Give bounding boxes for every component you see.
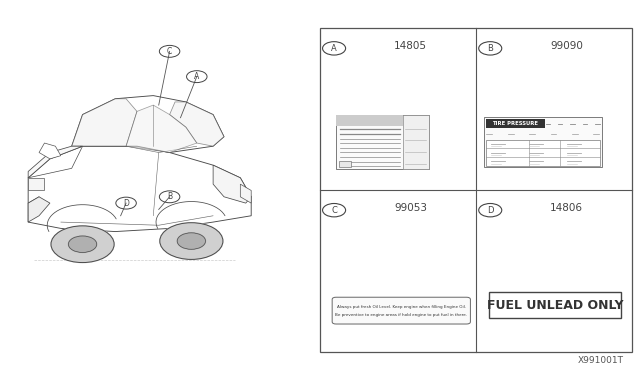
Bar: [336, 115, 403, 126]
Polygon shape: [39, 143, 61, 159]
Polygon shape: [28, 197, 50, 222]
Text: C: C: [331, 206, 337, 215]
Polygon shape: [72, 96, 224, 153]
Bar: [339, 161, 351, 167]
Text: 14805: 14805: [394, 41, 427, 51]
Polygon shape: [170, 102, 224, 146]
Polygon shape: [28, 178, 45, 190]
Text: Always put fresh Oil Level. Keep engine when filling Engine Oil.: Always put fresh Oil Level. Keep engine …: [337, 305, 466, 309]
Text: Be preventive to engine areas if hold engine to put fuel in there.: Be preventive to engine areas if hold en…: [335, 312, 467, 317]
Text: 99053: 99053: [394, 203, 427, 212]
Bar: [484, 117, 602, 167]
Text: X991001T: X991001T: [578, 356, 624, 365]
Polygon shape: [126, 105, 197, 153]
Polygon shape: [72, 99, 137, 146]
Bar: [486, 119, 545, 128]
Text: B: B: [487, 44, 493, 53]
FancyBboxPatch shape: [332, 297, 470, 324]
Bar: [489, 292, 621, 318]
Bar: [336, 115, 429, 169]
Text: A: A: [194, 72, 200, 81]
Text: 99090: 99090: [550, 41, 583, 51]
Text: 14806: 14806: [550, 203, 583, 212]
Circle shape: [51, 226, 114, 263]
Text: TIRE PRESSURE: TIRE PRESSURE: [492, 121, 538, 126]
Text: FUEL UNLEAD ONLY: FUEL UNLEAD ONLY: [486, 299, 623, 311]
Circle shape: [68, 236, 97, 253]
Circle shape: [160, 223, 223, 259]
Text: D: D: [123, 199, 129, 208]
Text: A: A: [332, 44, 337, 53]
Text: C: C: [167, 47, 172, 56]
Polygon shape: [28, 146, 83, 178]
Polygon shape: [241, 184, 252, 203]
Bar: [320, 28, 632, 352]
Circle shape: [177, 233, 205, 249]
Text: D: D: [487, 206, 493, 215]
Text: B: B: [167, 192, 172, 201]
Bar: [403, 115, 429, 169]
Polygon shape: [213, 165, 252, 203]
Bar: [486, 140, 600, 166]
Polygon shape: [28, 146, 252, 231]
